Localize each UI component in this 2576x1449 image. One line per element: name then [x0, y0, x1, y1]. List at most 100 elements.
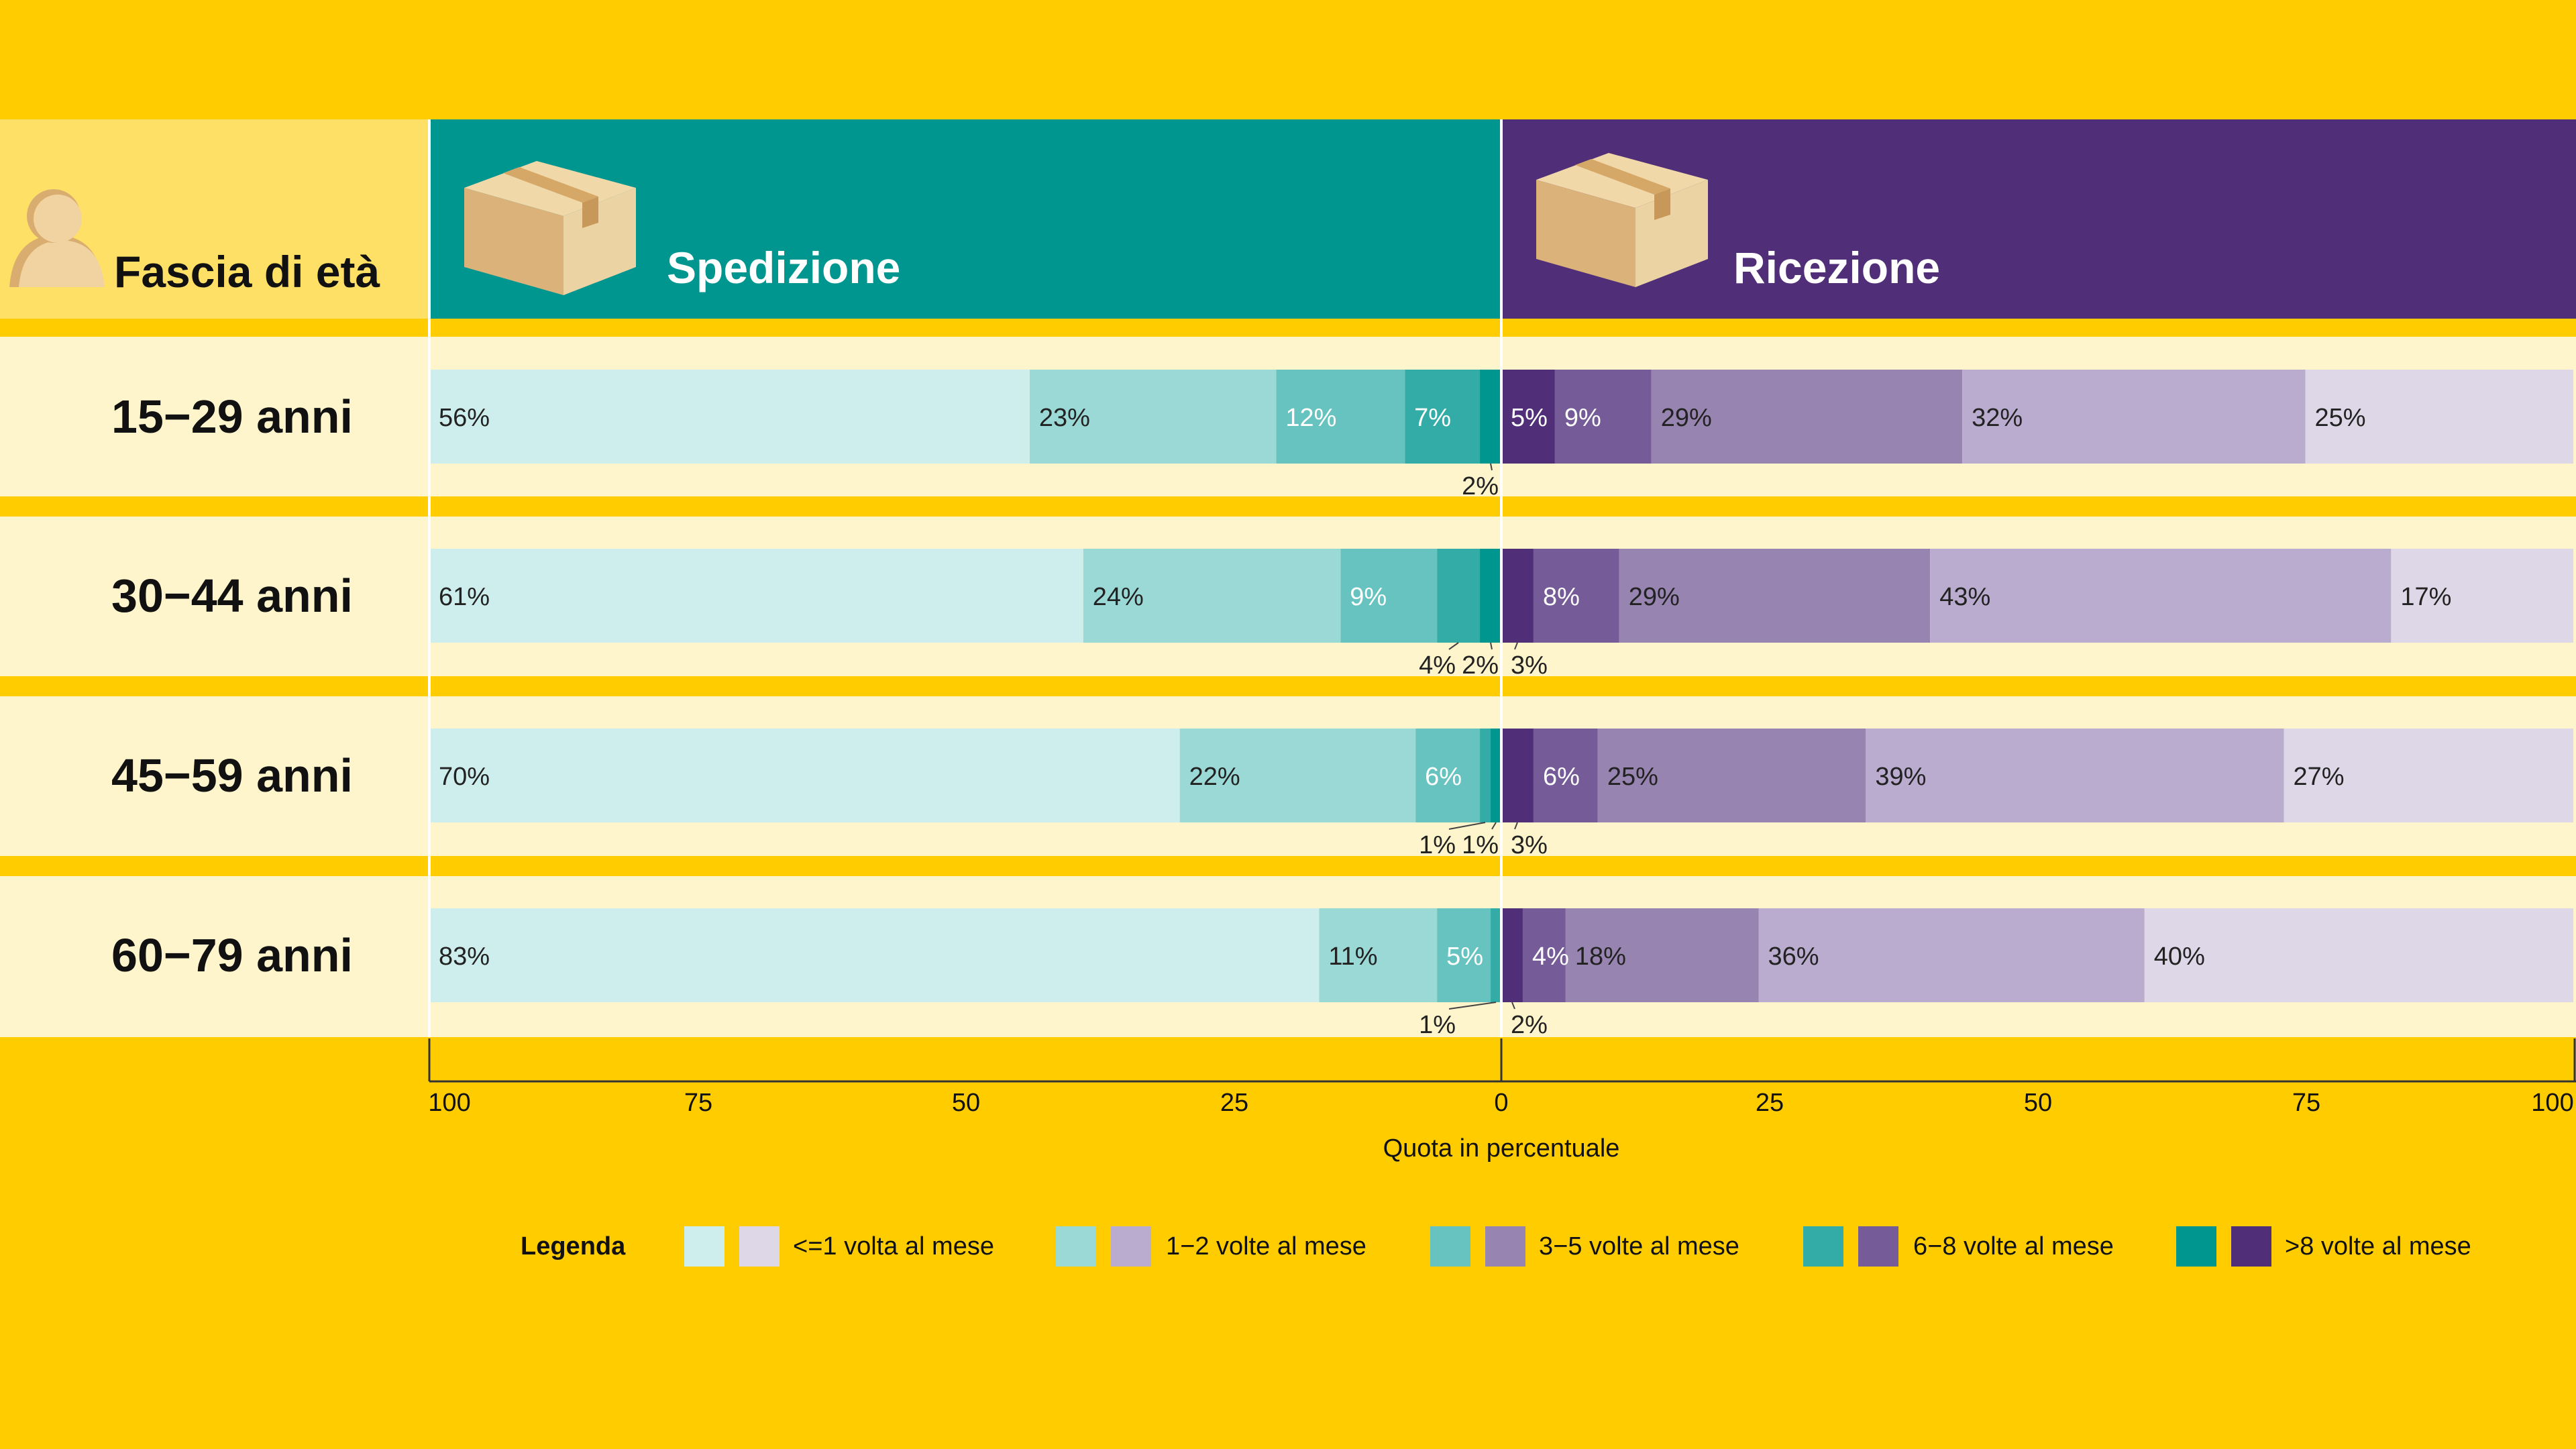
data-label: 61%	[439, 583, 490, 611]
bar-segment-ricezione	[2391, 549, 2573, 643]
data-label: 2%	[1462, 651, 1499, 680]
row-label: 30−44 anni	[111, 570, 353, 622]
bar-segment-spedizione	[1319, 908, 1438, 1002]
bar-segment-ricezione	[1930, 549, 2392, 643]
row-labels: 15−29 anni 30−44 anni 45−59 anni 60−79 a…	[111, 390, 353, 981]
legend-swatch	[739, 1226, 780, 1267]
bar-segment-ricezione	[2305, 370, 2573, 464]
tick-label: 25	[1220, 1089, 1248, 1117]
data-label: 9%	[1350, 583, 1387, 611]
bar-segment-ricezione	[1501, 729, 1534, 822]
bar-segment-ricezione	[1522, 908, 1566, 1002]
bar-segment-spedizione	[1083, 549, 1341, 643]
data-label: 8%	[1543, 583, 1580, 611]
bar-segment-spedizione	[1480, 549, 1501, 643]
data-label: 7%	[1414, 404, 1451, 432]
bar-segment-spedizione	[1437, 549, 1481, 643]
age-column-title: Fascia di età	[114, 247, 380, 297]
bar-segment-ricezione	[2284, 729, 2573, 822]
header-row: Fascia di età Spedizione Ricezione	[0, 119, 2576, 319]
bar-segment-ricezione	[1533, 729, 1598, 822]
bar-segment-ricezione	[1597, 729, 1866, 822]
data-label: 4%	[1532, 943, 1569, 971]
data-label: 5%	[1446, 943, 1483, 971]
data-label: 2%	[1511, 1011, 1548, 1039]
bar-segment-spedizione	[1480, 729, 1491, 822]
legend-title: Legenda	[521, 1232, 626, 1260]
small-value-labels: 2%4% 2% 3%1% 1% 3%1% 2%	[1419, 463, 1548, 1039]
bar-segment-spedizione	[1029, 370, 1277, 464]
legend-label: <=1 volta al mese	[793, 1232, 994, 1260]
bar-segment-spedizione	[429, 729, 1180, 822]
box-icon	[1536, 153, 1708, 287]
bar-segment-ricezione	[1554, 370, 1652, 464]
bar-segment-spedizione	[1405, 370, 1481, 464]
row-label: 45−59 anni	[111, 749, 353, 802]
data-label: 27%	[2294, 763, 2345, 791]
bar-segments: 56% 23% 12% 7% 25% 32% 29% 9% 5% 61% 24% 9% 17% 43% 29…	[429, 370, 2573, 1002]
data-label: 1%	[1419, 831, 1456, 859]
leader-line	[1448, 642, 1459, 650]
tick-label: 50	[2024, 1089, 2052, 1117]
data-label: 25%	[2315, 404, 2366, 432]
data-label: 6%	[1543, 763, 1580, 791]
legend-swatch	[1111, 1226, 1151, 1267]
bar-segment-ricezione	[1866, 729, 2284, 822]
bar-segment-ricezione	[1565, 908, 1759, 1002]
leader-line	[1514, 822, 1518, 830]
data-label: 83%	[439, 943, 490, 971]
bar-segment-spedizione	[1491, 729, 1501, 822]
bar-segment-spedizione	[1480, 370, 1501, 464]
leader-line	[1448, 1002, 1497, 1010]
tick-label: 50	[952, 1089, 980, 1117]
leader-line	[1490, 642, 1493, 650]
legend-label: 3−5 volte al mese	[1539, 1232, 1739, 1260]
tick-label: 25	[1756, 1089, 1784, 1117]
bar-segment-ricezione	[2144, 908, 2573, 1002]
data-label: 70%	[439, 763, 490, 791]
x-axis-title: Quota in percentuale	[1383, 1134, 1620, 1163]
bar-segment-spedizione	[1437, 908, 1491, 1002]
row-label: 60−79 anni	[111, 929, 353, 981]
bar-segment-spedizione	[1179, 729, 1416, 822]
data-label: 4%	[1419, 651, 1456, 680]
bar-segment-spedizione	[429, 908, 1320, 1002]
leader-line	[1448, 822, 1486, 830]
data-label: 1%	[1462, 831, 1499, 859]
bar-segment-ricezione	[1758, 908, 2145, 1002]
leader-line	[1514, 642, 1518, 650]
data-label: 29%	[1661, 404, 1712, 432]
bar-segment-spedizione	[429, 549, 1083, 643]
legend-swatch	[1858, 1226, 1898, 1267]
tick-label: 100	[2531, 1089, 2573, 1117]
data-label: 25%	[1607, 763, 1658, 791]
data-label: 23%	[1039, 404, 1090, 432]
legend-label: 1−2 volte al mese	[1166, 1232, 1366, 1260]
data-label: 1%	[1419, 1011, 1456, 1039]
data-label: 22%	[1189, 763, 1240, 791]
leader-line	[1511, 1002, 1515, 1010]
legend-swatch	[684, 1226, 724, 1267]
bar-segment-spedizione	[1276, 370, 1405, 464]
bar-segment-spedizione	[1340, 549, 1438, 643]
legend-swatch	[2231, 1226, 2271, 1267]
bar-segment-spedizione	[1415, 729, 1481, 822]
data-label: 2%	[1462, 472, 1499, 500]
data-label: 11%	[1328, 943, 1377, 971]
data-label: 3%	[1511, 831, 1548, 859]
ricezione-title: Ricezione	[1733, 243, 1940, 292]
bar-segment-ricezione	[1501, 908, 1523, 1002]
bar-segment-spedizione	[429, 370, 1030, 464]
legend-swatch	[1430, 1226, 1470, 1267]
legend: Legenda <=1 volta al mese 1−2 volte al m…	[521, 1226, 2471, 1267]
x-axis: 100 75 50 25 0 25 50 75 100 Quota in per…	[428, 1038, 2576, 1163]
bar-segment-ricezione	[1501, 370, 1555, 464]
spedizione-title: Spedizione	[667, 243, 900, 292]
data-label: 12%	[1285, 404, 1336, 432]
person-icon	[9, 189, 105, 287]
bar-segment-ricezione	[1651, 370, 1963, 464]
legend-swatch	[2176, 1226, 2216, 1267]
tick-label: 75	[2292, 1089, 2320, 1117]
data-label: 32%	[1972, 404, 2023, 432]
